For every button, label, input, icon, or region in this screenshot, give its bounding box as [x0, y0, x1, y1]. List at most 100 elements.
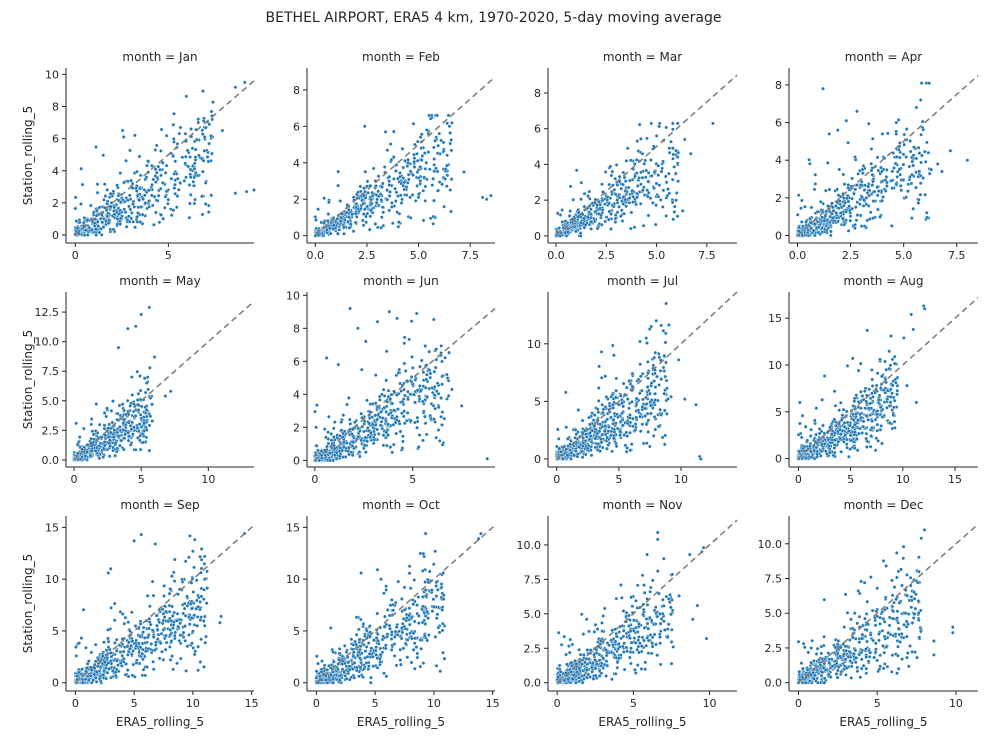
scatter-point — [863, 406, 867, 411]
scatter-point — [867, 387, 871, 392]
scatter-point — [183, 638, 188, 643]
scatter-point — [442, 416, 447, 421]
scatter-point — [880, 169, 884, 174]
scatter-point — [376, 189, 381, 194]
scatter-point — [869, 146, 874, 151]
scatter-point — [568, 184, 573, 189]
scatter-point — [847, 454, 851, 459]
scatter-point — [134, 215, 139, 219]
scatter-point — [645, 194, 650, 199]
scatter-point — [157, 220, 162, 225]
scatter-point — [142, 376, 147, 381]
scatter-point — [322, 196, 327, 201]
scatter-point — [202, 135, 207, 139]
scatter-point — [842, 182, 847, 187]
scatter-point — [419, 132, 424, 137]
scatter-point — [360, 198, 364, 203]
scatter-point — [354, 211, 358, 216]
scatter-point — [627, 178, 632, 183]
scatter-point — [443, 355, 447, 360]
scatter-point — [671, 156, 675, 161]
scatter-point — [101, 153, 106, 158]
scatter-point — [449, 177, 454, 182]
scatter-point — [199, 194, 204, 199]
scatter-point — [603, 423, 608, 428]
scatter-point — [651, 200, 655, 205]
scatter-point — [387, 309, 392, 314]
scatter-point — [406, 177, 411, 182]
scatter-point — [890, 383, 895, 388]
scatter-point — [839, 449, 844, 454]
scatter-point — [893, 161, 898, 166]
scatter-point — [895, 388, 900, 393]
scatter-point — [387, 208, 392, 213]
scatter-point — [587, 189, 592, 194]
scatter-point — [864, 413, 869, 418]
scatter-point — [596, 398, 601, 403]
scatter-point — [646, 179, 651, 184]
scatter-point — [136, 408, 141, 412]
scatter-point — [408, 195, 412, 200]
scatter-point — [682, 137, 687, 142]
scatter-point — [395, 316, 399, 321]
y-tick-label: 8 — [293, 84, 300, 97]
scatter-point — [823, 188, 828, 193]
scatter-point — [428, 371, 433, 376]
scatter-point — [106, 435, 111, 439]
scatter-point — [894, 132, 899, 136]
scatter-point — [676, 357, 681, 362]
scatter-point — [379, 419, 384, 424]
scatter-point — [434, 166, 438, 171]
scatter-point — [118, 650, 123, 654]
scatter-point — [363, 435, 368, 440]
scatter-point — [596, 199, 601, 204]
scatter-point — [655, 374, 659, 379]
scatter-point — [431, 221, 436, 226]
scatter-point — [563, 390, 568, 395]
scatter-point — [611, 417, 616, 422]
scatter-point — [440, 359, 444, 364]
scatter-point — [113, 453, 118, 458]
scatter-point — [925, 140, 929, 145]
scatter-point — [669, 139, 673, 144]
scatter-point — [370, 422, 375, 427]
scatter-point — [614, 388, 618, 393]
scatter-point — [178, 125, 183, 130]
scatter-point — [75, 442, 80, 447]
scatter-point — [368, 214, 373, 219]
scatter-point — [923, 192, 927, 197]
x-tick-label: 5 — [138, 473, 145, 486]
scatter-point — [821, 86, 825, 91]
scatter-point — [112, 205, 117, 210]
scatter-point — [96, 224, 101, 229]
scatter-point — [413, 420, 417, 425]
scatter-point — [314, 443, 319, 448]
scatter-point — [416, 195, 421, 200]
scatter-point — [876, 438, 880, 443]
scatter-point — [89, 417, 94, 421]
scatter-point — [160, 180, 165, 185]
scatter-point — [431, 145, 436, 150]
scatter-point — [404, 185, 409, 189]
scatter-point — [814, 445, 819, 450]
scatter-point — [134, 169, 139, 174]
scatter-point — [875, 422, 880, 427]
y-tick-label: 8 — [52, 101, 59, 114]
scatter-point — [171, 122, 176, 127]
scatter-point — [844, 209, 848, 214]
scatter-point — [442, 204, 446, 209]
scatter-point — [209, 133, 213, 138]
scatter-point — [850, 356, 855, 361]
scatter-point — [485, 456, 490, 461]
scatter-point — [242, 80, 247, 85]
x-tick-label: 5 — [131, 697, 138, 710]
y-tick-label: 4 — [534, 158, 541, 171]
scatter-point — [386, 422, 390, 427]
scatter-point — [807, 157, 811, 162]
scatter-point — [386, 388, 391, 393]
scatter-point — [117, 403, 122, 408]
scatter-point — [104, 414, 109, 419]
y-tick-label: 6 — [293, 120, 300, 133]
scatter-point — [914, 400, 919, 405]
scatter-point — [314, 452, 318, 457]
